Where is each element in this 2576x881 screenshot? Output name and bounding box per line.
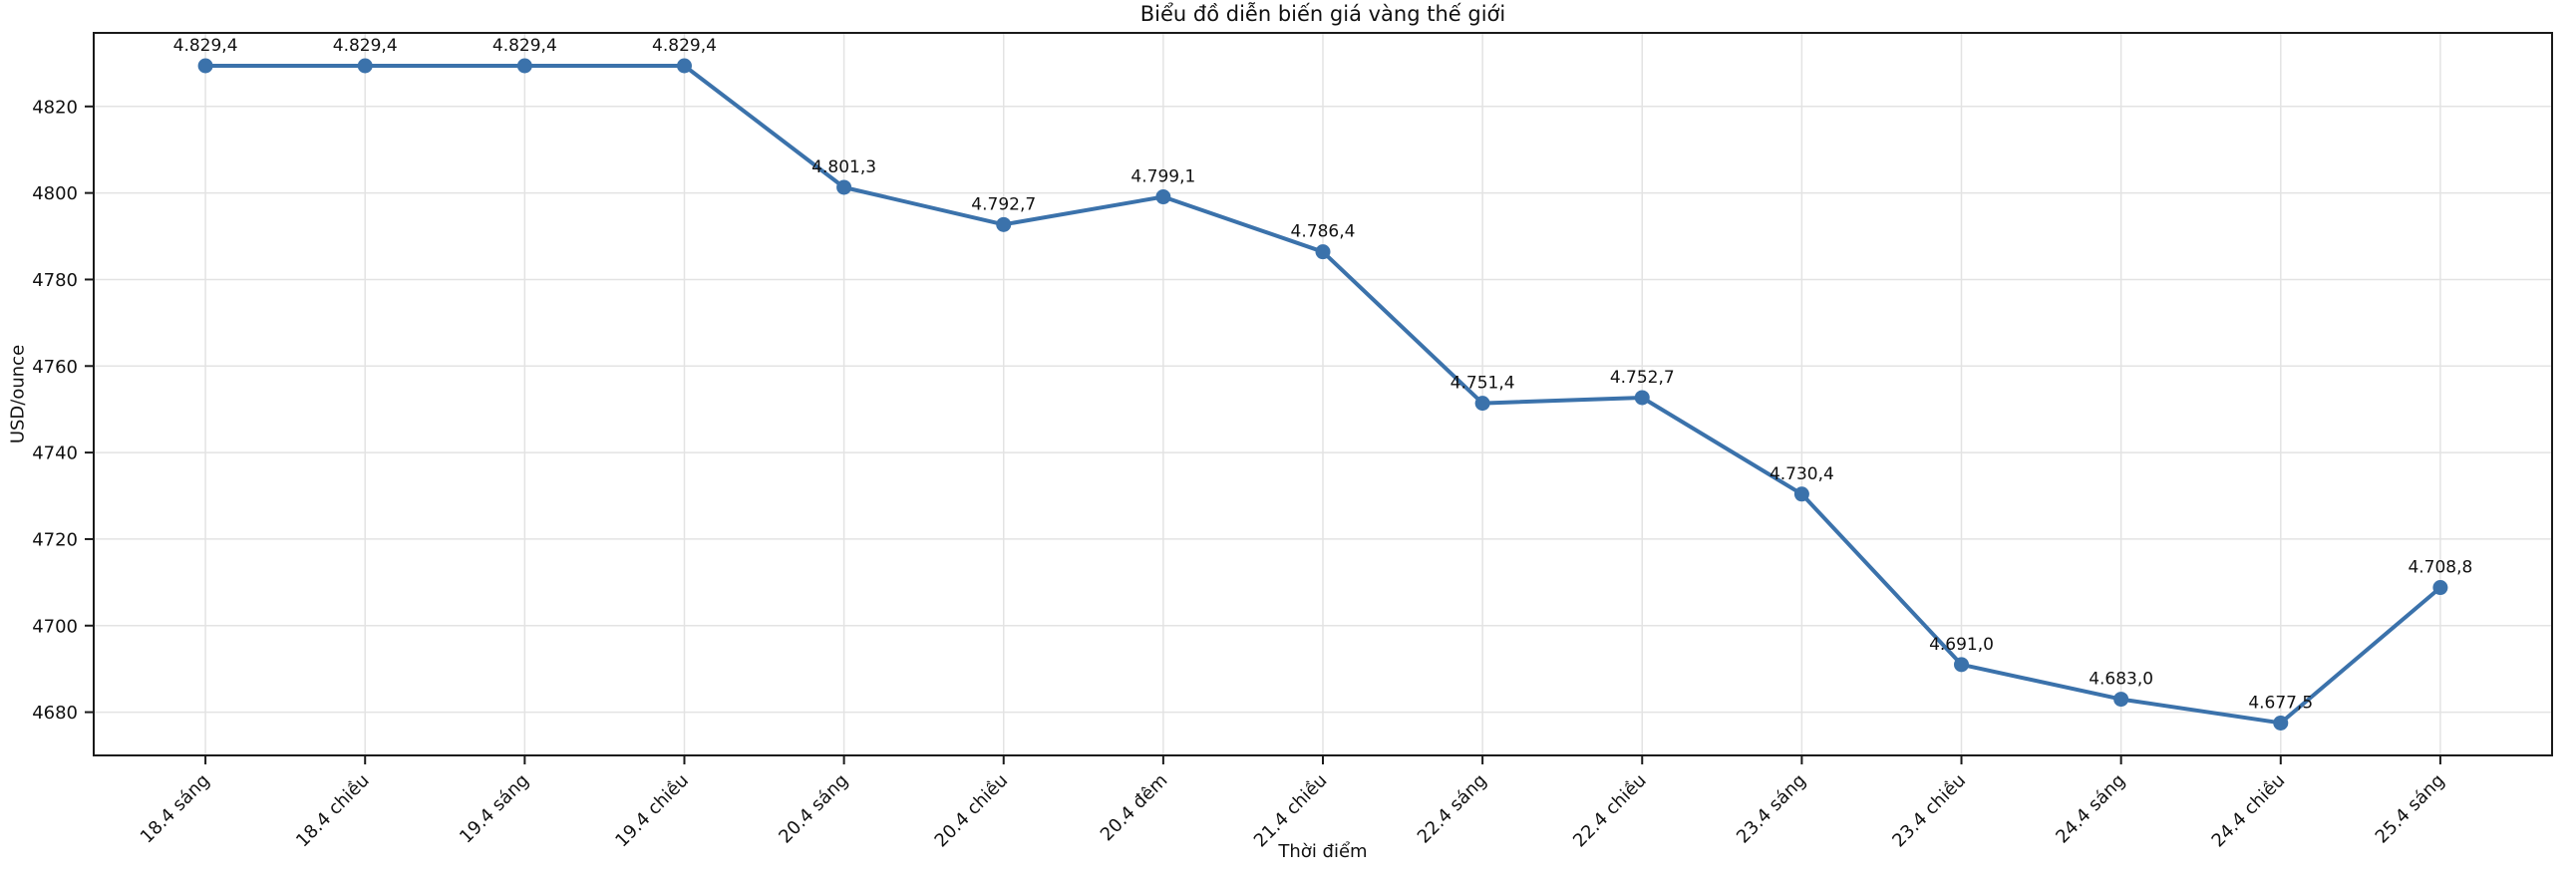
data-point-label: 4.677,5	[2248, 693, 2313, 713]
data-point-marker	[996, 216, 1012, 232]
y-tick-label: 4700	[32, 616, 78, 637]
data-point-label: 4.730,4	[1770, 464, 1834, 484]
data-point-marker	[836, 179, 852, 195]
x-tick-label: 18.4 sáng	[137, 770, 214, 848]
data-point-marker	[1474, 396, 1490, 412]
data-point-label: 4.829,4	[652, 36, 717, 56]
data-point-marker	[1793, 486, 1809, 502]
y-tick-label: 4720	[32, 529, 78, 550]
data-point-marker	[1155, 189, 1171, 205]
x-tick-label: 19.4 sáng	[456, 770, 533, 848]
data-point-label: 4.799,1	[1130, 167, 1195, 187]
data-point-label: 4.829,4	[492, 36, 557, 56]
data-point-marker	[516, 58, 532, 74]
y-tick-label: 4800	[32, 183, 78, 204]
x-tick-label: 20.4 đêm	[1097, 770, 1172, 846]
x-tick-label: 19.4 chiều	[611, 770, 693, 852]
data-point-marker	[676, 58, 692, 74]
y-tick-label: 4780	[32, 270, 78, 291]
x-tick-label: 18.4 chiều	[292, 770, 374, 852]
data-point-marker	[197, 58, 213, 74]
chart-title: Biểu đồ diễn biến giá vàng thế giới	[1139, 2, 1506, 26]
data-point-marker	[1315, 244, 1331, 260]
data-point-marker	[1954, 657, 1970, 673]
y-axis-label: USD/ounce	[7, 344, 29, 444]
x-tick-label: 23.4 sáng	[1733, 770, 1810, 848]
data-point-label: 4.752,7	[1610, 368, 1675, 388]
data-point-label: 4.751,4	[1450, 374, 1515, 394]
data-point-marker	[357, 58, 373, 74]
data-point-marker	[2113, 692, 2129, 708]
y-tick-label: 4740	[32, 443, 78, 464]
plot-border	[93, 32, 2553, 756]
x-tick-label: 22.4 sáng	[1414, 770, 1491, 848]
x-tick-label: 21.4 chiều	[1250, 770, 1332, 852]
data-point-marker	[1634, 390, 1650, 406]
y-tick-label: 4680	[32, 703, 78, 724]
x-tick-label: 25.4 sáng	[2372, 770, 2449, 848]
x-tick-label: 20.4 chiều	[931, 770, 1013, 852]
x-tick-label: 22.4 chiều	[1569, 770, 1651, 852]
x-tick-label: 20.4 sáng	[775, 770, 852, 848]
x-tick-label: 24.4 sáng	[2052, 770, 2129, 848]
data-point-marker	[2432, 580, 2448, 596]
data-point-label: 4.829,4	[173, 36, 238, 56]
data-point-label: 4.786,4	[1291, 222, 1356, 242]
data-point-label: 4.801,3	[811, 157, 876, 177]
data-point-label: 4.691,0	[1929, 635, 1994, 655]
data-point-label: 4.708,8	[2408, 558, 2472, 578]
data-point-label: 4.683,0	[2089, 670, 2153, 690]
data-point-label: 4.829,4	[333, 36, 398, 56]
x-tick-label: 23.4 chiều	[1888, 770, 1970, 852]
y-tick-label: 4760	[32, 357, 78, 378]
x-axis-label: Thời điểm	[1278, 841, 1368, 862]
data-point-label: 4.792,7	[971, 194, 1036, 214]
x-tick-label: 24.4 chiều	[2208, 770, 2290, 852]
y-tick-label: 4820	[32, 97, 78, 118]
data-point-marker	[2273, 715, 2289, 731]
